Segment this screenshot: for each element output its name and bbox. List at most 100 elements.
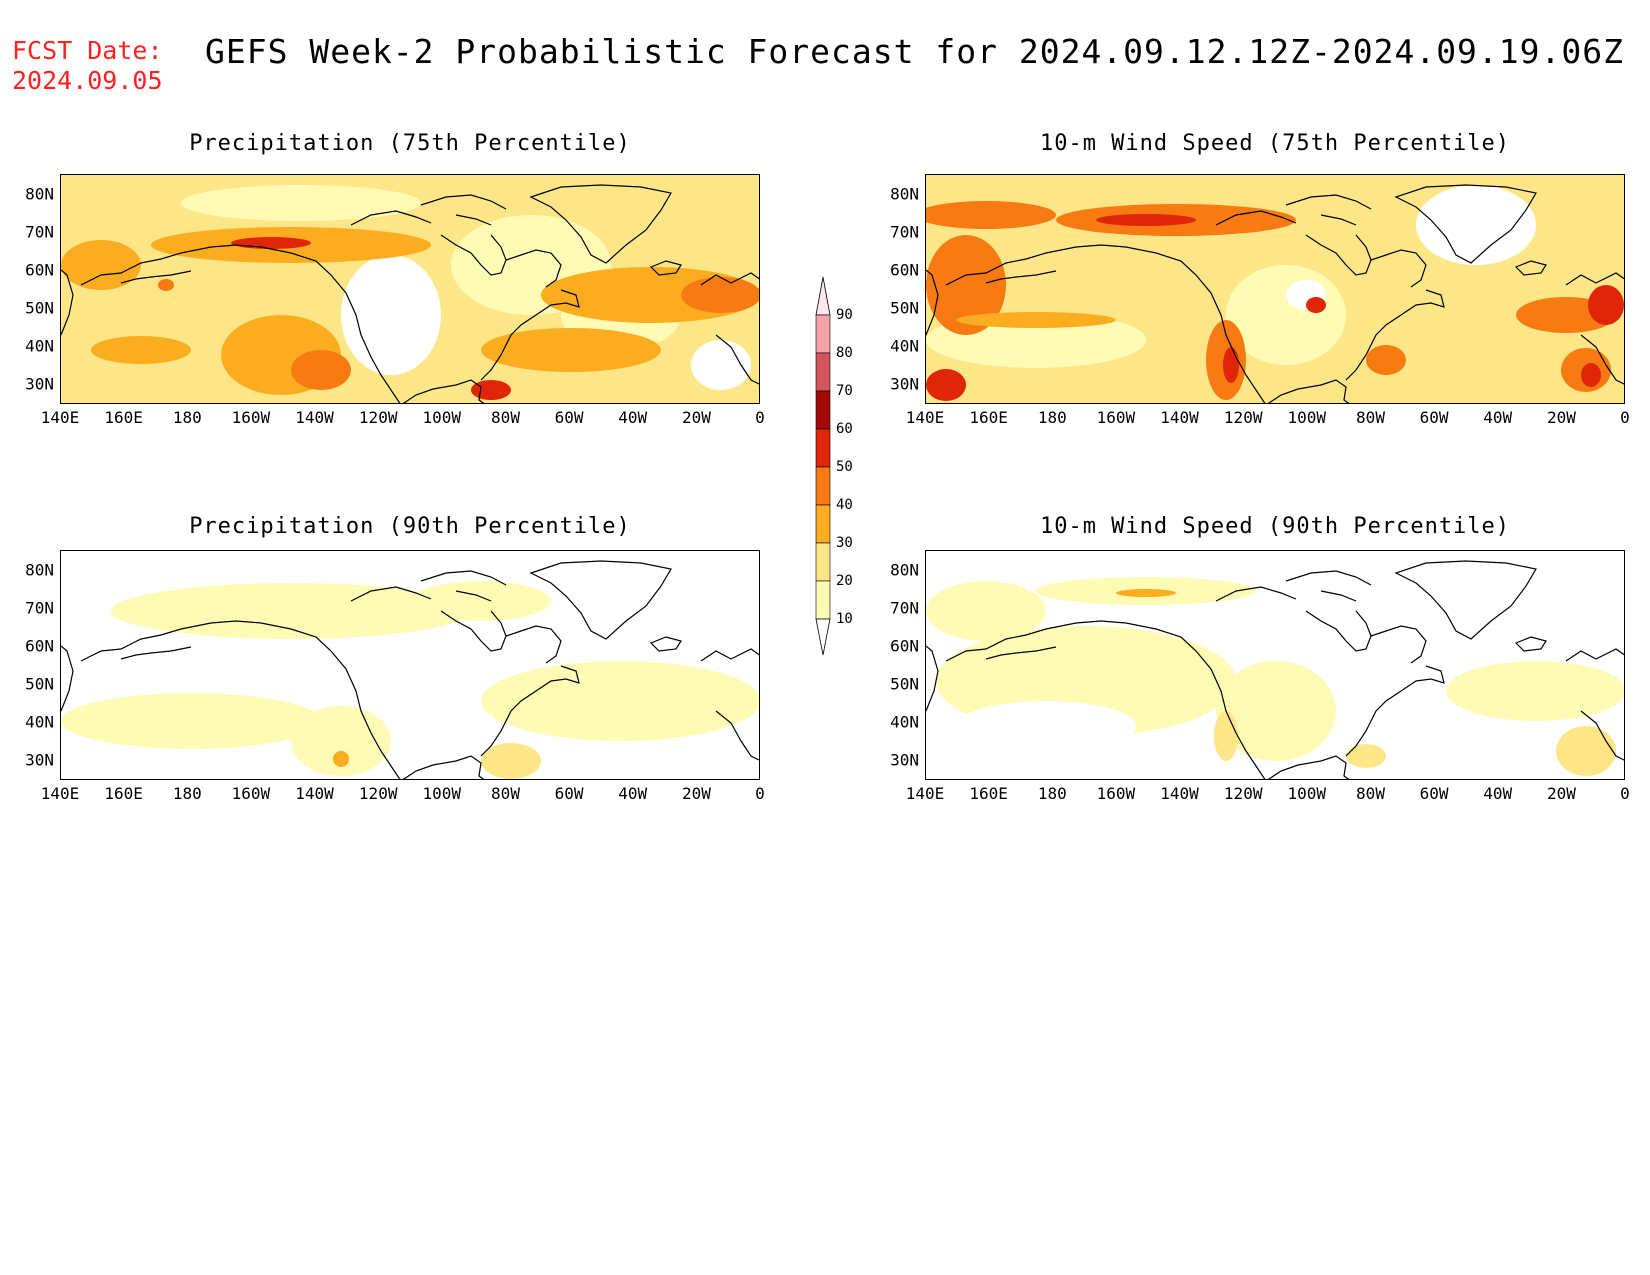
longitude-label: 40W: [618, 408, 648, 427]
longitude-label: 20W: [1546, 408, 1576, 427]
coastline: [1345, 665, 1445, 757]
longitude-label: 120W: [1223, 784, 1263, 803]
map-panel-wind-90: 10-m Wind Speed (90th Percentile) 80N 70N…: [890, 514, 1630, 803]
longitude-label: 160W: [1096, 408, 1136, 427]
longitude-label: 0: [755, 784, 765, 803]
latitude-label: 50N: [890, 674, 919, 694]
color-legend: 90 80 70 60 50 40 30 20 10: [812, 275, 872, 685]
longitude-label: 20W: [681, 408, 711, 427]
longitude-label: 140E: [40, 784, 80, 803]
longitude-label: 180: [172, 784, 202, 803]
coastline: [350, 194, 507, 226]
coastline: [700, 648, 759, 761]
coastline: [350, 570, 507, 602]
shaded-region: [158, 279, 174, 291]
map-canvas: [61, 551, 759, 779]
longitude-label: 140W: [295, 784, 334, 803]
latitude-labels: 80N 70N 60N 50N 40N 30N: [879, 550, 923, 780]
longitude-label: 160E: [969, 784, 1008, 803]
coastline: [1305, 610, 1372, 652]
coastline: [1305, 234, 1372, 276]
longitude-label: 60W: [1419, 784, 1449, 803]
coastline: [61, 269, 74, 336]
latitude-label: 60N: [890, 636, 919, 656]
longitude-label: 160E: [104, 784, 143, 803]
coastline: [1370, 625, 1427, 664]
forecast-date-value: 2024.09.05: [12, 66, 163, 95]
legend-min-arrow: [815, 618, 831, 656]
coastline: [505, 625, 562, 664]
coastline: [1215, 194, 1372, 226]
coastline: [700, 272, 759, 385]
longitude-label: 120W: [1223, 408, 1263, 427]
coastline: [1267, 755, 1350, 779]
shaded-region: [1096, 214, 1196, 226]
coastline: [945, 620, 1266, 779]
coastline: [1394, 560, 1537, 640]
shaded-region: [926, 201, 1056, 229]
map-area: [60, 550, 760, 780]
shaded-region: [956, 312, 1116, 328]
latitude-label: 70N: [890, 598, 919, 618]
latitude-label: 30N: [890, 750, 919, 770]
latitude-label: 50N: [25, 674, 54, 694]
longitude-label: 100W: [422, 408, 462, 427]
coastline: [1565, 648, 1624, 761]
longitude-label: 100W: [1287, 784, 1327, 803]
shaded-region: [1214, 711, 1238, 761]
shaded-region: [333, 751, 349, 767]
shaded-region: [61, 240, 141, 290]
map-panel-wind-75: 10-m Wind Speed (75th Percentile) 80N 70N…: [890, 131, 1630, 427]
longitude-label: 160E: [969, 408, 1008, 427]
longitude-label: 80W: [491, 784, 520, 803]
coastlines: [926, 184, 1624, 403]
longitude-label: 160W: [231, 408, 271, 427]
coastline: [926, 269, 939, 336]
latitude-label: 50N: [890, 298, 919, 318]
coastline: [61, 645, 74, 712]
map-panel-precip-75: Precipitation (75th Percentile) 80N 70N 60…: [25, 131, 765, 427]
page-title: GEFS Week-2 Probabilistic Forecast for 2…: [205, 32, 1625, 71]
legend-label: 40: [836, 497, 853, 513]
coastline: [1345, 289, 1445, 381]
forecast-date: FCST Date: 2024.09.05: [12, 36, 163, 96]
latitude-label: 60N: [890, 260, 919, 280]
legend-label: 30: [836, 535, 853, 551]
longitude-label: 140W: [1160, 784, 1199, 803]
map-panel-precip-90: Precipitation (90th Percentile) 80N 70N 60…: [25, 514, 765, 803]
shaded-region: [1446, 661, 1624, 721]
longitude-label: 160E: [104, 408, 143, 427]
shaded-region: [1216, 661, 1336, 761]
longitude-label: 40W: [618, 784, 648, 803]
legend-swatch: [815, 504, 831, 544]
coastline: [120, 646, 192, 660]
legend-swatch: [815, 466, 831, 506]
longitude-label: 60W: [554, 784, 584, 803]
latitude-label: 80N: [25, 184, 54, 204]
panel-title: Precipitation (75th Percentile): [189, 131, 631, 156]
coastline: [440, 610, 507, 652]
latitude-label: 70N: [890, 222, 919, 242]
latitude-label: 60N: [25, 260, 54, 280]
longitude-label: 60W: [1419, 408, 1449, 427]
shaded-region: [956, 701, 1136, 751]
latitude-label: 40N: [890, 336, 919, 356]
legend-swatch: [815, 542, 831, 582]
latitude-label: 30N: [890, 374, 919, 394]
longitude-label: 40W: [1483, 408, 1513, 427]
latitude-label: 30N: [25, 750, 54, 770]
longitude-label: 0: [755, 408, 765, 427]
longitude-label: 140W: [1160, 408, 1199, 427]
longitude-label: 20W: [1546, 784, 1576, 803]
coastline: [529, 560, 672, 640]
coastline: [1370, 249, 1427, 288]
longitude-label: 180: [1037, 408, 1067, 427]
map-area: [60, 174, 760, 404]
longitude-labels: 140E 160E 180 160W 140W 120W 100W 80W 60W 40W 20W 0: [41, 406, 765, 428]
legend-swatch: [815, 314, 831, 354]
legend-label: 80: [836, 345, 853, 361]
shaded-region: [1116, 589, 1176, 597]
longitude-label: 180: [1037, 784, 1067, 803]
legend-label: 60: [836, 421, 853, 437]
coastline: [1267, 379, 1350, 403]
